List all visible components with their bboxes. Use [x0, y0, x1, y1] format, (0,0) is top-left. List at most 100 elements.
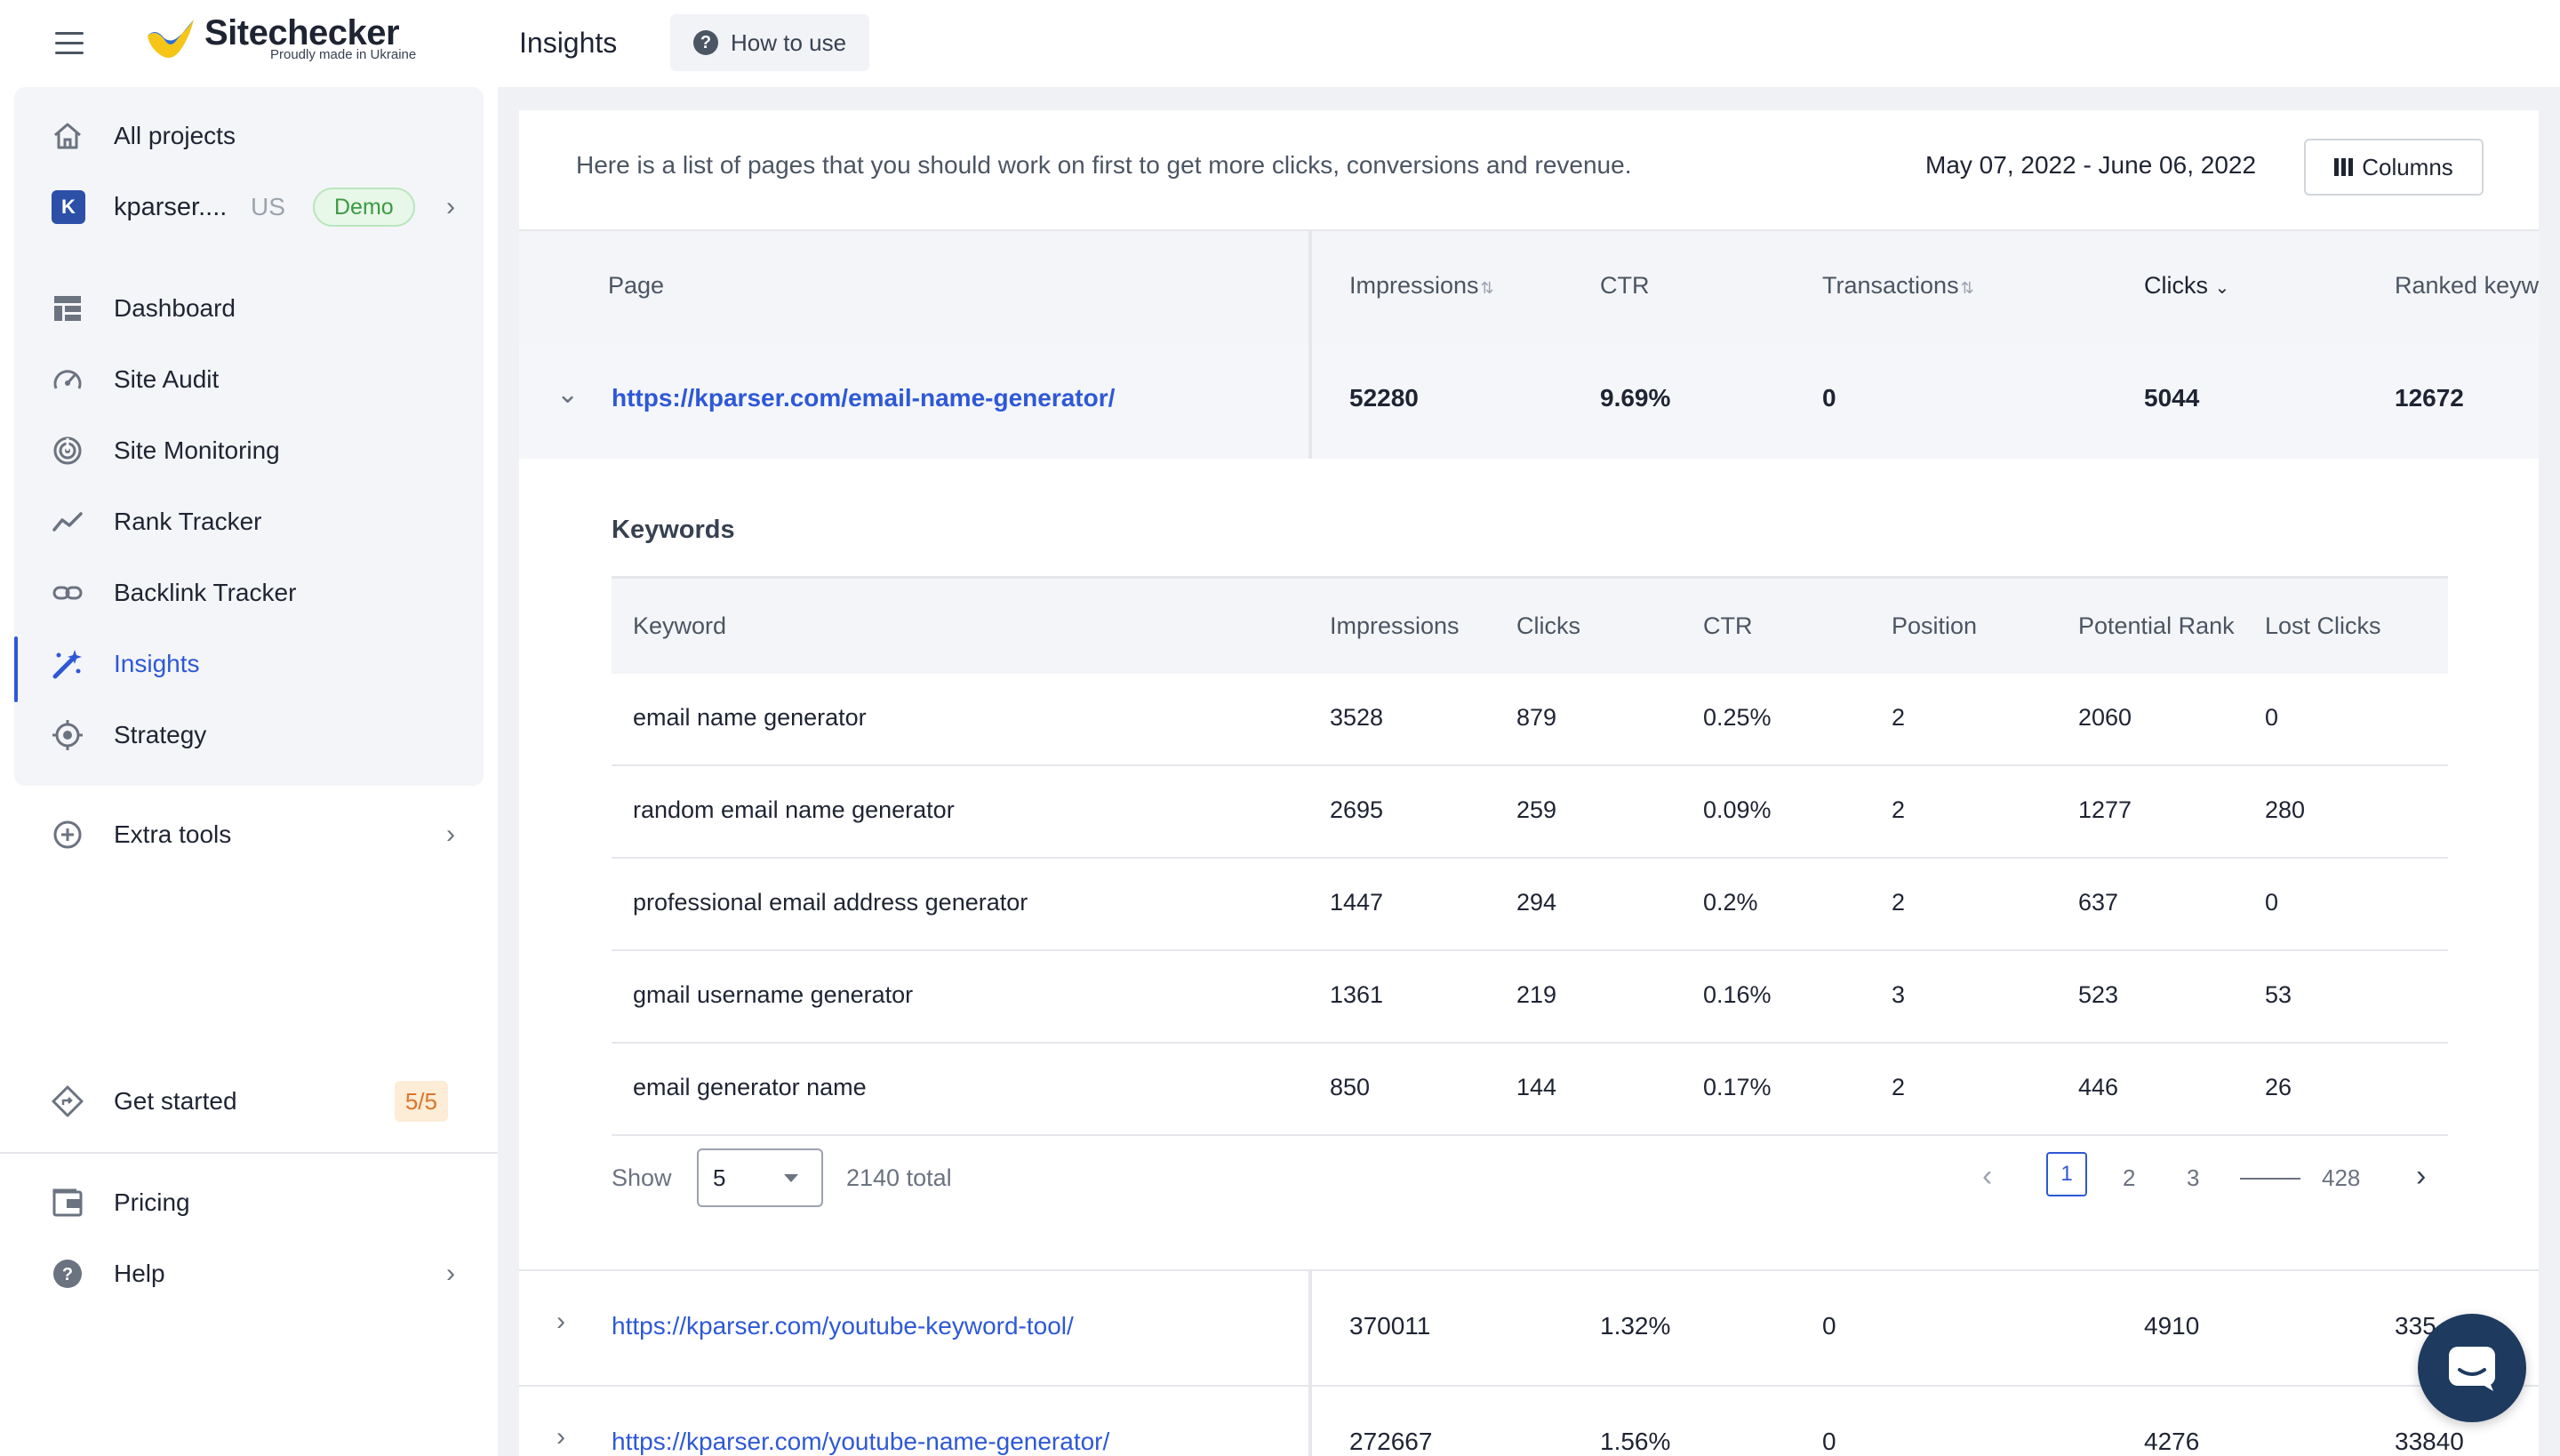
- date-range[interactable]: May 07, 2022 - June 06, 2022: [1925, 151, 2257, 179]
- logo[interactable]: Sitechecker Proudly made in Ukraine: [144, 14, 416, 68]
- table-header: Page Impressions ⇅ CTR Transactions ⇅ Clic…: [519, 229, 2539, 343]
- topbar: Insights ? How to use: [498, 0, 2560, 87]
- route-icon: [50, 1084, 85, 1119]
- page-button[interactable]: 2: [2123, 1164, 2136, 1191]
- page-button-last[interactable]: 428: [2322, 1164, 2361, 1191]
- target-icon: [50, 717, 85, 753]
- kw-header-lost-clicks: Lost Clicks: [2265, 612, 2381, 639]
- header-impressions[interactable]: Impressions ⇅: [1349, 272, 1494, 300]
- kw-header-position: Position: [1892, 612, 1978, 639]
- page-button-current[interactable]: 1: [2046, 1152, 2087, 1196]
- column-divider: [1308, 1269, 1312, 1456]
- keyword-row: random email name generator 2695 259 0.0…: [612, 766, 2448, 859]
- wallet-icon: [50, 1185, 85, 1220]
- progress-badge: 5/5: [394, 1081, 448, 1122]
- clicks-cell: 219: [1516, 981, 1557, 1008]
- ctr-cell: 0.16%: [1703, 981, 1772, 1008]
- page-url-link[interactable]: https://kparser.com/email-name-generator…: [612, 384, 1116, 412]
- sidebar-item-dashboard[interactable]: Dashboard: [14, 277, 484, 340]
- clicks-cell: 259: [1516, 796, 1557, 823]
- keyword-cell: professional email address generator: [633, 889, 1028, 916]
- keyword-cell: email name generator: [633, 704, 867, 731]
- impressions-cell: 1361: [1330, 981, 1384, 1008]
- sidebar-header: Sitechecker Proudly made in Ukraine: [0, 0, 498, 87]
- clicks-cell: 879: [1516, 704, 1557, 731]
- keywords-table-header: Keyword Impressions Clicks CTR Position …: [612, 576, 2448, 674]
- potential-rank-cell: 446: [2078, 1074, 2119, 1100]
- next-page-icon[interactable]: ›: [2416, 1159, 2427, 1193]
- sidebar-item-label: Extra tools: [114, 820, 232, 848]
- sidebar-item-site-monitoring[interactable]: Site Monitoring: [14, 420, 484, 482]
- sidebar-item-rank-tracker[interactable]: Rank Tracker: [14, 491, 484, 553]
- menu-icon[interactable]: [55, 32, 84, 55]
- chevron-right-icon[interactable]: ›: [556, 1422, 565, 1452]
- sidebar-item-label: Get started: [114, 1087, 237, 1115]
- svg-text:?: ?: [62, 1265, 73, 1284]
- chevron-down-icon[interactable]: ⌄: [556, 380, 580, 409]
- sidebar-nav-card: All projects K kparser.... US Demo › Das…: [14, 87, 484, 786]
- table-row[interactable]: ⌄ https://kparser.com/email-name-generat…: [519, 343, 2539, 459]
- header-clicks[interactable]: Clicks ⌄: [2144, 272, 2229, 300]
- how-to-use-label: How to use: [731, 28, 847, 56]
- impressions-cell: 850: [1330, 1074, 1371, 1100]
- page-size-select[interactable]: 5: [697, 1148, 823, 1207]
- page-button[interactable]: 3: [2187, 1164, 2200, 1191]
- sidebar-item-pricing[interactable]: Pricing: [14, 1172, 484, 1234]
- prev-page-icon[interactable]: ‹: [1982, 1159, 1993, 1193]
- sidebar-item-all-projects[interactable]: All projects: [14, 105, 484, 167]
- sort-desc-icon: ⌄: [2214, 278, 2230, 298]
- sidebar-item-extra-tools[interactable]: Extra tools ›: [14, 804, 484, 866]
- impressions-value: 370011: [1349, 1312, 1431, 1340]
- sidebar-item-label: Site Monitoring: [114, 436, 280, 464]
- page-size-value: 5: [713, 1164, 726, 1191]
- keywords-pagination: Show 5 2140 total ‹ 1 2 3 428 ›: [612, 1148, 2448, 1211]
- keyword-row: professional email address generator 144…: [612, 859, 2448, 951]
- header-ranked-keywords: Ranked keyw: [2395, 272, 2539, 299]
- sidebar-item-help[interactable]: ? Help ›: [14, 1243, 484, 1305]
- caret-down-icon: [784, 1174, 798, 1182]
- column-divider: [1308, 229, 1312, 459]
- position-cell: 3: [1892, 981, 1906, 1008]
- sidebar-item-strategy[interactable]: Strategy: [14, 704, 484, 766]
- columns-button[interactable]: Columns: [2304, 139, 2484, 196]
- home-icon: [50, 118, 85, 154]
- sidebar-item-site-audit[interactable]: Site Audit: [14, 348, 484, 411]
- table-row[interactable]: › https://kparser.com/youtube-keyword-to…: [519, 1269, 2539, 1385]
- sidebar-item-get-started[interactable]: Get started 5/5: [14, 1070, 484, 1132]
- ctr-value: 1.32%: [1600, 1312, 1671, 1340]
- how-to-use-button[interactable]: ? How to use: [670, 14, 870, 71]
- sidebar-item-insights[interactable]: Insights: [14, 633, 484, 702]
- header-label: Transactions: [1822, 272, 1959, 299]
- header-page: Page: [608, 272, 665, 299]
- columns-icon: [2334, 158, 2354, 176]
- impressions-cell: 1447: [1330, 889, 1384, 916]
- chat-launcher-button[interactable]: [2418, 1314, 2526, 1422]
- ranked-value: 12672: [2395, 384, 2464, 412]
- project-selector[interactable]: K kparser.... US Demo ›: [14, 176, 484, 238]
- sidebar-item-label: Rank Tracker: [114, 508, 262, 535]
- ctr-value: 1.56%: [1600, 1428, 1671, 1455]
- header-label: Clicks: [2144, 272, 2208, 299]
- position-cell: 2: [1892, 1074, 1906, 1100]
- chevron-right-icon: ›: [446, 820, 455, 849]
- header-ctr: CTR: [1600, 272, 1650, 299]
- table-row[interactable]: › https://kparser.com/youtube-name-gener…: [519, 1385, 2539, 1456]
- help-icon: ?: [50, 1256, 85, 1292]
- position-cell: 2: [1892, 796, 1906, 823]
- clicks-value: 5044: [2144, 384, 2200, 412]
- project-name: kparser....: [114, 192, 228, 221]
- sidebar-item-backlink-tracker[interactable]: Backlink Tracker: [14, 562, 484, 624]
- page-url-link[interactable]: https://kparser.com/youtube-keyword-tool…: [612, 1312, 1074, 1340]
- page-url-link[interactable]: https://kparser.com/youtube-name-generat…: [612, 1428, 1110, 1455]
- impressions-cell: 2695: [1330, 796, 1384, 823]
- question-icon: ?: [693, 30, 718, 55]
- ctr-cell: 0.17%: [1703, 1074, 1772, 1100]
- chevron-right-icon[interactable]: ›: [556, 1307, 565, 1336]
- keyword-cell: random email name generator: [633, 796, 955, 823]
- header-transactions[interactable]: Transactions ⇅: [1822, 272, 1974, 300]
- lost-clicks-cell: 26: [2265, 1074, 2292, 1100]
- sidebar: Sitechecker Proudly made in Ukraine All …: [0, 0, 498, 1456]
- total-count: 2140 total: [846, 1164, 952, 1191]
- sidebar-item-label: All projects: [114, 122, 236, 149]
- chevron-right-icon: ›: [446, 192, 455, 221]
